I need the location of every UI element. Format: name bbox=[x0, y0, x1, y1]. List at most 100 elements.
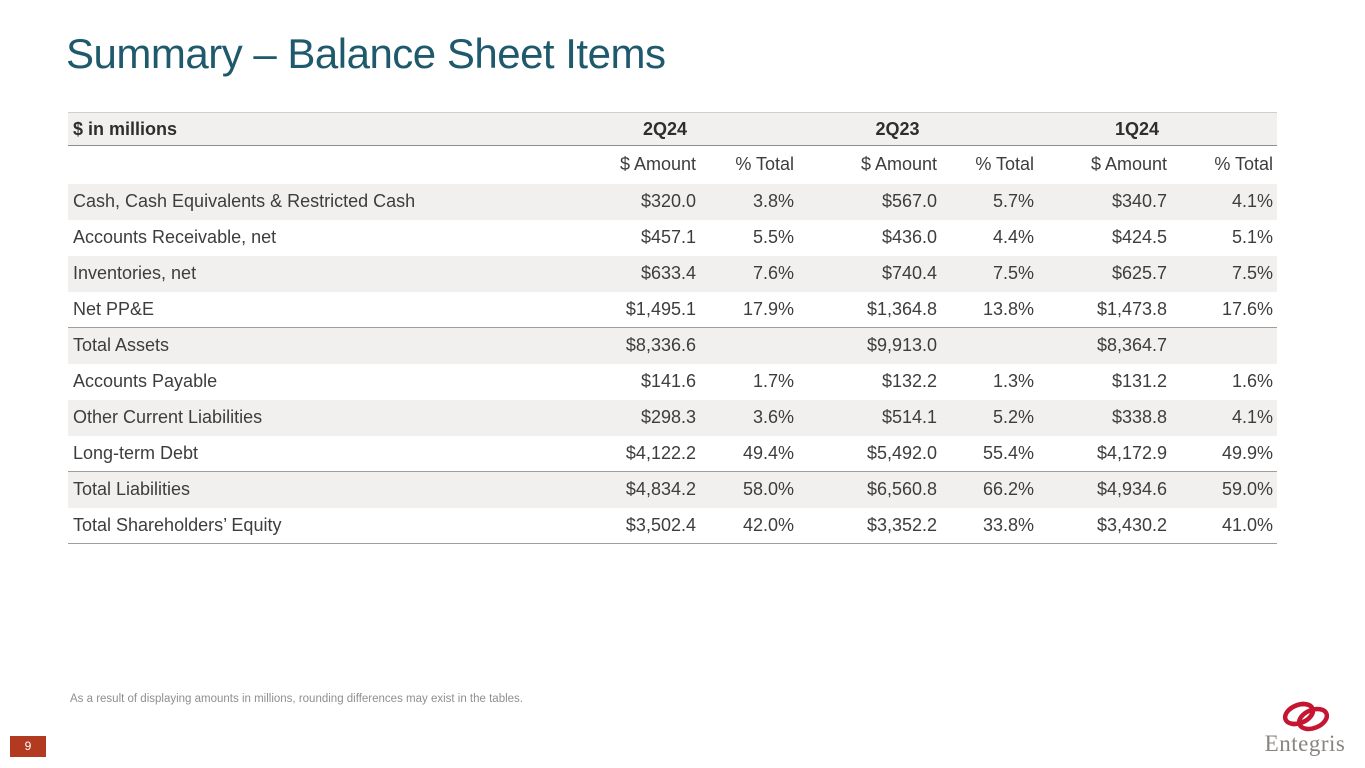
balance-sheet-table: $ in millions 2Q24 2Q23 1Q24 $ Amount % … bbox=[68, 112, 1278, 544]
subheader-percent: % Total bbox=[1214, 154, 1274, 175]
amount-cell: $1,495.1 bbox=[625, 298, 696, 319]
amount-cell: $514.1 bbox=[881, 407, 938, 427]
amount-cell: $5,492.0 bbox=[866, 442, 938, 463]
row-label: Long-term Debt bbox=[73, 442, 199, 463]
table-header-row: $ in millions 2Q24 2Q23 1Q24 bbox=[68, 112, 1278, 146]
table-body: Cash, Cash Equivalents & Restricted Cash… bbox=[68, 183, 1278, 544]
percent-cell bbox=[941, 328, 1038, 364]
amount-cell: $3,430.2 bbox=[1096, 514, 1168, 535]
percent-cell: 7.5% bbox=[993, 263, 1035, 283]
amount-cell: $4,172.9 bbox=[1096, 442, 1168, 463]
quarter-header-1q24: 1Q24 bbox=[1115, 118, 1160, 139]
amount-cell: $8,336.6 bbox=[625, 335, 696, 356]
percent-cell: 3.6% bbox=[752, 407, 795, 427]
amount-cell: $424.5 bbox=[1111, 227, 1168, 247]
amount-cell: $436.0 bbox=[881, 227, 938, 247]
percent-cell: 59.0% bbox=[1222, 479, 1274, 500]
percent-cell: 49.9% bbox=[1222, 442, 1274, 463]
row-label: Inventories, net bbox=[73, 263, 197, 283]
table-row: Accounts Payable $141.6 1.7% $132.2 1.3% $131… bbox=[68, 364, 1277, 400]
amount-cell: $740.4 bbox=[881, 263, 938, 283]
percent-cell: 49.4% bbox=[742, 442, 795, 463]
percent-cell: 5.2% bbox=[993, 407, 1035, 427]
table-row: Total Assets $8,336.6 $9,913.0 $8,364.7 bbox=[68, 327, 1278, 364]
percent-cell: 42.0% bbox=[742, 514, 795, 535]
amount-cell: $132.2 bbox=[881, 371, 938, 391]
table-row: Long-term Debt $4,122.2 49.4% $5,492.0 55.4%… bbox=[68, 436, 1278, 472]
percent-cell: 4.1% bbox=[1232, 191, 1274, 211]
amount-cell: $320.0 bbox=[640, 191, 696, 211]
amount-cell: $338.8 bbox=[1111, 407, 1168, 427]
units-label: $ in millions bbox=[73, 118, 178, 139]
page-title: Summary – Balance Sheet Items bbox=[66, 30, 666, 77]
amount-cell: $340.7 bbox=[1111, 191, 1168, 211]
percent-cell: 55.4% bbox=[982, 442, 1035, 463]
amount-cell: $567.0 bbox=[881, 191, 938, 211]
quarter-header-2q24: 2Q24 bbox=[642, 118, 688, 139]
percent-cell: 5.5% bbox=[752, 227, 795, 247]
entegris-logo: Entegris bbox=[1260, 699, 1350, 755]
amount-cell: $131.2 bbox=[1111, 371, 1168, 391]
amount-cell: $633.4 bbox=[640, 263, 696, 283]
table-subheader-row: $ Amount % Total $ Amount % Total $ Amou… bbox=[68, 145, 1278, 184]
percent-cell: 3.8% bbox=[752, 191, 795, 211]
percent-cell: 4.1% bbox=[1232, 407, 1274, 427]
table-row: Net PP&E $1,495.1 17.9% $1,364.8 13.8% $1,473… bbox=[68, 292, 1278, 328]
percent-cell: 66.2% bbox=[982, 479, 1035, 500]
subheader-amount: $ Amount bbox=[619, 154, 696, 175]
row-label: Net PP&E bbox=[73, 298, 155, 319]
percent-cell: 5.7% bbox=[993, 191, 1035, 211]
amount-cell: $1,473.8 bbox=[1096, 298, 1168, 319]
subheader-percent: % Total bbox=[735, 154, 795, 175]
table-row: Inventories, net $633.4 7.6% $740.4 7.5% $625… bbox=[68, 255, 1278, 292]
amount-cell: $457.1 bbox=[640, 227, 696, 247]
percent-cell: 1.3% bbox=[993, 371, 1035, 391]
amount-cell: $298.3 bbox=[640, 407, 696, 427]
table-row: Cash, Cash Equivalents & Restricted Cash… bbox=[68, 183, 1278, 220]
amount-cell: $1,364.8 bbox=[866, 298, 938, 319]
amount-cell: $4,834.2 bbox=[625, 479, 696, 500]
interlocking-rings-icon bbox=[1282, 701, 1330, 732]
percent-cell: 5.1% bbox=[1232, 227, 1274, 247]
percent-cell: 1.7% bbox=[752, 371, 795, 391]
table-row: Other Current Liabilities $298.3 3.6% $514.… bbox=[68, 399, 1278, 436]
table-row: Total Liabilities $4,834.2 58.0% $6,560.8 66… bbox=[68, 471, 1278, 508]
row-label: Cash, Cash Equivalents & Restricted Cash bbox=[73, 191, 416, 211]
quarter-header-2q23: 2Q23 bbox=[875, 118, 920, 139]
footnote: As a result of displaying amounts in mil… bbox=[70, 693, 523, 705]
percent-cell: 17.9% bbox=[742, 298, 795, 319]
row-label: Other Current Liabilities bbox=[73, 407, 263, 427]
table-row: Accounts Receivable, net $457.1 5.5% $436.0… bbox=[68, 220, 1277, 256]
row-label: Total Assets bbox=[73, 335, 170, 356]
entegris-wordmark: Entegris bbox=[1264, 731, 1346, 756]
row-label: Total Shareholders’ Equity bbox=[73, 514, 282, 535]
percent-cell: 58.0% bbox=[742, 479, 795, 500]
row-label: Accounts Payable bbox=[73, 371, 218, 391]
percent-cell: 13.8% bbox=[982, 298, 1035, 319]
percent-cell: 4.4% bbox=[993, 227, 1035, 247]
empty-corner-cell bbox=[68, 146, 573, 184]
amount-cell: $625.7 bbox=[1111, 263, 1168, 283]
percent-cell: 7.5% bbox=[1232, 263, 1274, 283]
percent-cell bbox=[700, 328, 798, 364]
amount-cell: $3,502.4 bbox=[625, 514, 696, 535]
subheader-amount: $ Amount bbox=[860, 154, 938, 175]
row-label: Total Liabilities bbox=[73, 479, 191, 500]
amount-cell: $4,934.6 bbox=[1096, 479, 1168, 500]
table-row: Total Shareholders’ Equity $3,502.4 42.0% $… bbox=[68, 508, 1278, 544]
percent-cell bbox=[1171, 328, 1277, 364]
subheader-amount: $ Amount bbox=[1090, 154, 1168, 175]
percent-cell: 1.6% bbox=[1232, 371, 1274, 391]
percent-cell: 17.6% bbox=[1222, 298, 1274, 319]
page-number-badge: 9 bbox=[10, 736, 46, 757]
amount-cell: $3,352.2 bbox=[866, 514, 938, 535]
amount-cell: $4,122.2 bbox=[625, 442, 696, 463]
amount-cell: $8,364.7 bbox=[1096, 335, 1168, 356]
amount-cell: $9,913.0 bbox=[866, 335, 938, 356]
amount-cell: $141.6 bbox=[640, 371, 696, 391]
amount-cell: $6,560.8 bbox=[866, 479, 938, 500]
row-label: Accounts Receivable, net bbox=[73, 227, 277, 247]
percent-cell: 33.8% bbox=[982, 514, 1035, 535]
subheader-percent: % Total bbox=[975, 154, 1035, 175]
